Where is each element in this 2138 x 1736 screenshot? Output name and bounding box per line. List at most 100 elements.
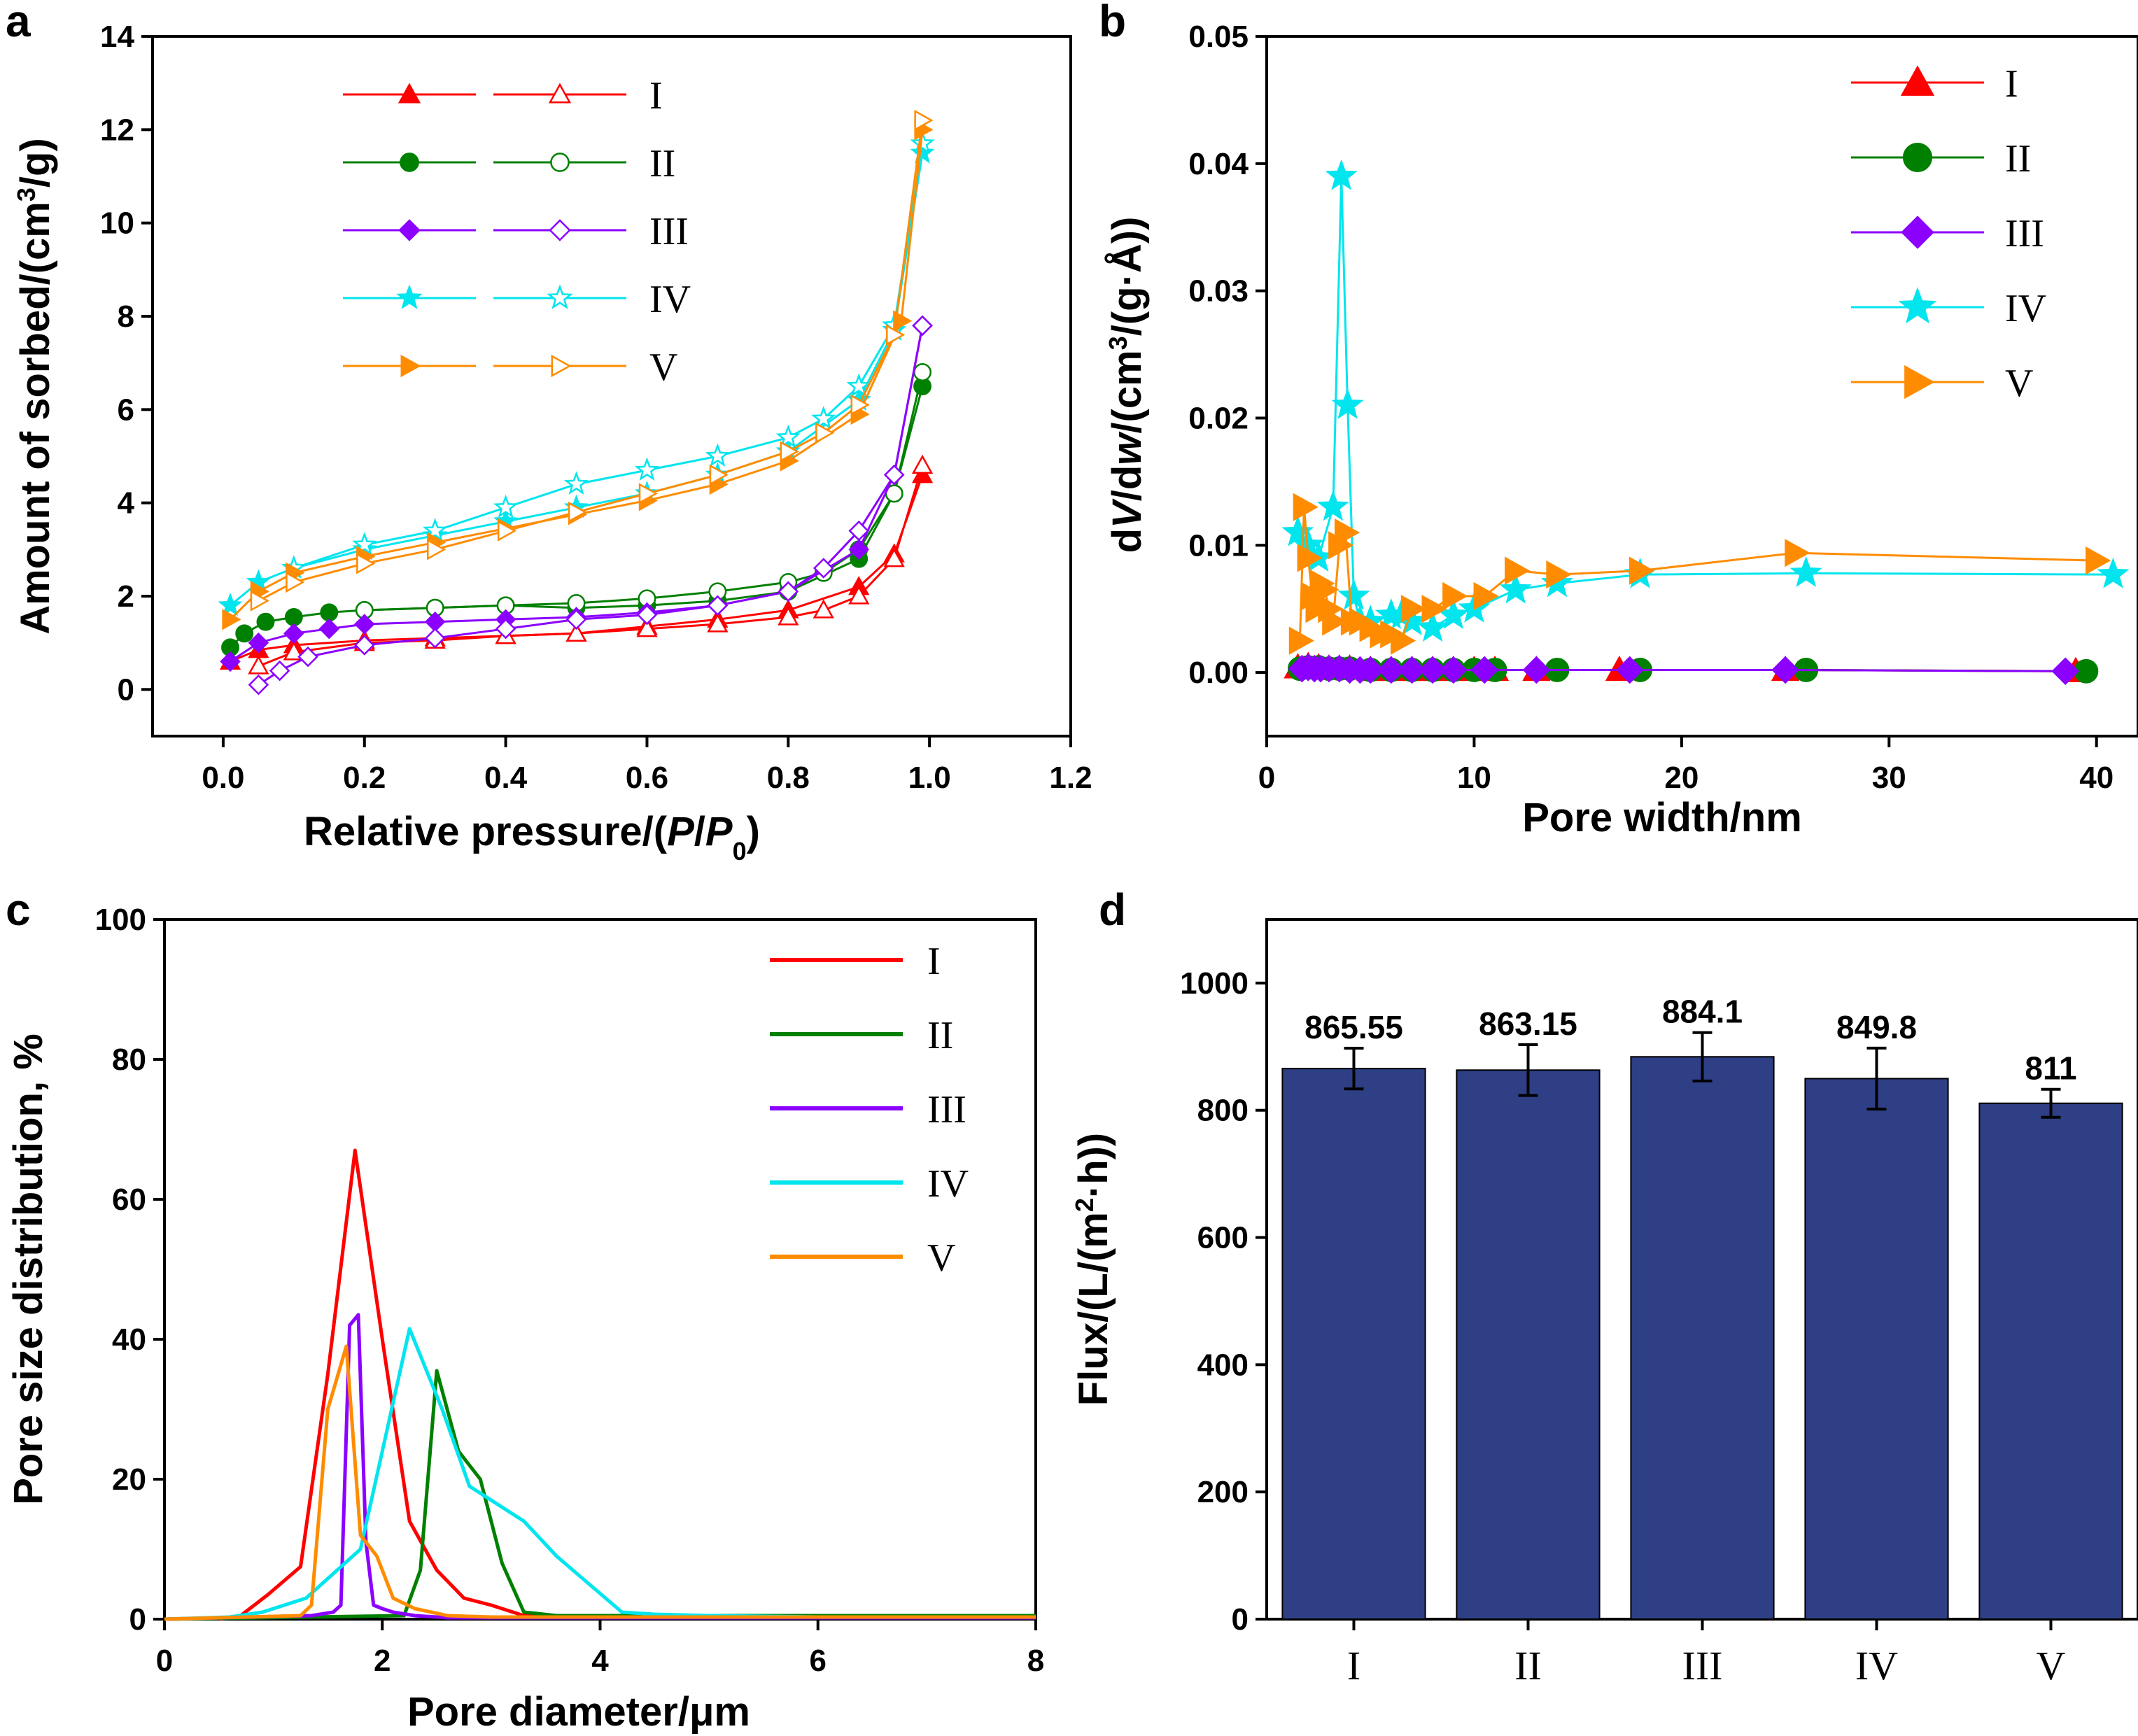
x-tick-label: 1.0 — [908, 761, 951, 795]
x-tick-label: 0 — [156, 1644, 173, 1678]
x-axis-label-c: Pore diameter/μm — [407, 1689, 750, 1735]
y-tick-label: 0 — [1232, 1602, 1249, 1637]
bar-I — [1281, 1068, 1426, 1620]
point-IV-desorption — [811, 406, 836, 430]
plot-frame-b — [1265, 35, 2138, 738]
legend-label-III: III — [927, 1088, 966, 1131]
point-II-adsorption — [256, 612, 275, 631]
point-III-adsorption — [283, 623, 304, 644]
point-IV-desorption — [705, 443, 730, 467]
tick-marks-a: 0.0 0.2 0.4 0.6 0.8 1.0 1.2 0 2 4 6 8 10 12 14 — [100, 20, 1092, 795]
series-line-III-desorption — [258, 325, 924, 686]
y-tick-label: 20 — [112, 1462, 146, 1497]
legend-label-V: V — [649, 346, 677, 389]
x-tick-label: 0.4 — [484, 761, 528, 795]
x-tick-label: 1.2 — [1049, 761, 1092, 795]
y-tick-label: 100 — [95, 903, 146, 937]
y-tick-label: 0.04 — [1188, 147, 1249, 181]
point-IV — [1789, 556, 1822, 587]
point-V-desorption — [427, 539, 446, 560]
legend-marker-V — [1904, 365, 1935, 400]
point-II-adsorption — [284, 608, 303, 626]
point-I-desorption — [813, 599, 834, 619]
point-III-desorption — [354, 635, 375, 656]
x-axis-label-b: Pore width/nm — [1522, 795, 1802, 840]
point-III-desorption — [813, 558, 834, 579]
point-III-desorption — [495, 618, 516, 640]
point-V — [1288, 626, 1315, 655]
point-III-desorption — [912, 315, 933, 337]
point-IV — [1281, 515, 1314, 546]
point-III — [1419, 656, 1447, 684]
point-V — [1305, 595, 1331, 623]
y-tick-label: 6 — [118, 393, 134, 427]
point-V — [1297, 544, 1323, 572]
x-tick-label: 40 — [2079, 761, 2114, 795]
point-IV-desorption — [423, 518, 448, 542]
x-tick-label: 4 — [591, 1644, 609, 1678]
legend-label-I: I — [2005, 62, 2018, 106]
bar-value-label-I: 865.55 — [1304, 1009, 1403, 1045]
bar-II — [1456, 1069, 1601, 1621]
legend-label-III: III — [649, 210, 689, 253]
point-III-desorption — [424, 628, 446, 649]
point-I-desorption — [636, 618, 658, 637]
point-III — [1470, 656, 1499, 684]
y-axis-label-d: Flux/(L/(m2·h)) — [1070, 1133, 1117, 1406]
point-II-desorption — [913, 363, 932, 381]
y-tick-label: 1000 — [1180, 966, 1249, 1001]
legend-label-II: II — [927, 1014, 953, 1057]
y-tick-label: 0.03 — [1188, 274, 1249, 309]
point-V-desorption — [709, 464, 729, 486]
legend-marker-V-open — [551, 354, 572, 378]
y-tick-label: 8 — [118, 299, 134, 334]
point-II-adsorption — [320, 603, 339, 622]
bar-value-label-IV: 849.8 — [1836, 1009, 1917, 1045]
legend-marker-V-filled — [400, 354, 421, 378]
series-c — [164, 1148, 1036, 1621]
bar-III — [1630, 1056, 1775, 1620]
point-IV-desorption — [563, 471, 589, 495]
legend-marker-IV — [1898, 287, 1937, 324]
tick-marks-b: 0 10 20 30 40 0.00 0.01 0.02 0.03 0.04 0.05 — [1188, 20, 2114, 795]
x-axis-label-a: Relative pressure/(P/P0) — [304, 809, 760, 866]
panel-letter-b: b — [1099, 0, 1126, 46]
point-I-desorption — [565, 622, 587, 642]
x-tick-label: 8 — [1027, 1644, 1044, 1678]
point-V — [1473, 581, 1499, 611]
series-line-IV-desorption — [293, 143, 924, 570]
series-b — [1281, 159, 2130, 686]
series-line-V — [164, 1344, 1036, 1621]
point-III-adsorption — [248, 632, 269, 654]
point-V-adsorption — [222, 609, 241, 630]
bar-value-label-V: 811 — [2025, 1050, 2076, 1087]
bar-value-label-III: 884.1 — [1662, 994, 1743, 1030]
y-tick-label: 80 — [112, 1043, 146, 1077]
point-IV — [1325, 159, 1358, 190]
point-I-desorption — [911, 454, 934, 474]
point-V — [1421, 595, 1447, 623]
legend-marker-IV-open — [547, 284, 573, 309]
plot-frame-c — [163, 918, 1037, 1621]
legend-marker-III-filled — [398, 219, 421, 241]
panel-letter-c: c — [6, 884, 31, 935]
y-tick-label: 40 — [112, 1322, 146, 1357]
point-III-desorption — [248, 674, 269, 696]
point-III — [1522, 656, 1551, 684]
y-axis-label-c: Pore size distribution, % — [6, 1033, 51, 1505]
legend-label-II: II — [2005, 137, 2031, 181]
point-III-desorption — [565, 609, 587, 630]
bar-IV — [1804, 1078, 1949, 1621]
point-V-desorption — [356, 553, 376, 574]
panel-d: d 0 200 400 600 800 1000 865.55 I 863.15 II 884.1… — [1070, 884, 2138, 1688]
point-III — [1615, 656, 1644, 684]
panel-b: b 0 10 20 30 400.000.010.020.030.040.05 IIII… — [1099, 0, 2138, 840]
y-tick-label: 800 — [1197, 1094, 1249, 1128]
point-III — [1398, 656, 1426, 684]
point-IV-adsorption — [910, 140, 935, 164]
x-tick-label: 0 — [1258, 761, 1275, 795]
point-IV — [1416, 611, 1449, 642]
point-III — [1356, 656, 1384, 684]
